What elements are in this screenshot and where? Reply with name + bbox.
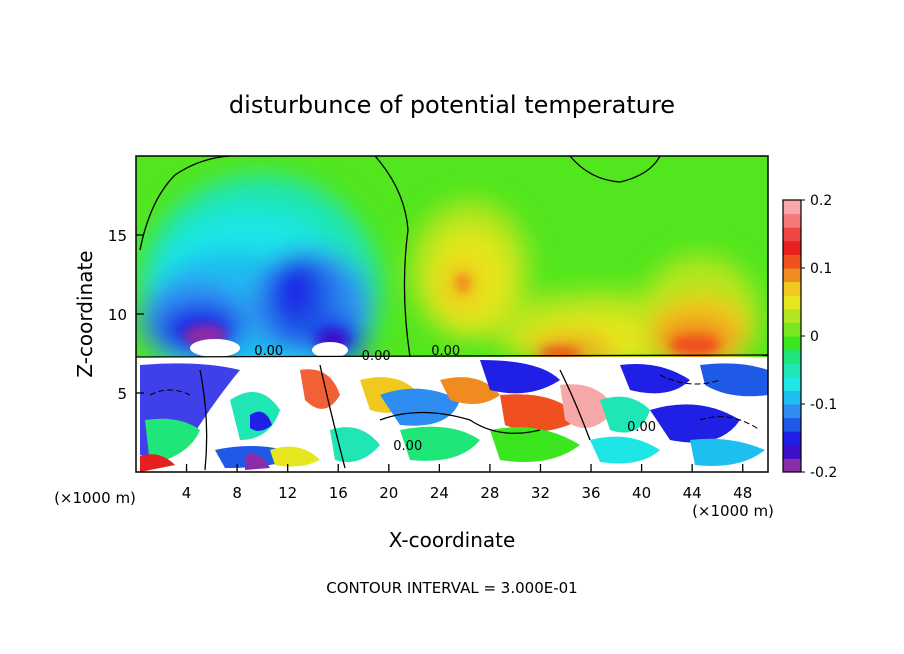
upper-field-cores [183, 273, 720, 359]
colorbar-swatch [783, 240, 801, 255]
colorbar-tick-label: 0.2 [810, 193, 832, 209]
contour-lines [136, 156, 768, 471]
colorbar-tick-label: 0 [810, 329, 819, 345]
chart-title: disturbunce of potential temperature [229, 91, 675, 119]
colorbar-swatch [783, 458, 801, 473]
contour [149, 389, 191, 396]
x-tick-label: 16 [329, 484, 348, 502]
colorbar-swatch [783, 349, 801, 364]
colorbar-swatch [783, 281, 801, 296]
x-tick-label: 32 [531, 484, 550, 502]
colorbar-swatch [783, 444, 801, 459]
zero-contour [139, 156, 231, 251]
colorbar-swatch [783, 213, 801, 228]
y-axis-title: Z-coordinate [73, 250, 97, 377]
colorbar-swatch [783, 431, 801, 446]
contour-labels: 0.00 0.00 0.00 0.00 0.00 [254, 344, 656, 454]
colorbar-swatch [783, 417, 801, 432]
contour [699, 416, 761, 431]
colorbar-tick-label: 0.1 [810, 261, 832, 277]
contour-label: 0.00 [362, 349, 391, 364]
colorbar-tick-label: -0.1 [810, 397, 837, 413]
saturated-blob [190, 339, 240, 357]
x-tick-label: 20 [379, 484, 398, 502]
contour [659, 374, 721, 385]
negative-contours [149, 374, 761, 431]
y-axis: 5 10 15 [108, 227, 144, 403]
zero-contour [569, 156, 661, 183]
x-unit-label: (×1000 m) [692, 502, 774, 520]
colorbar-swatch [783, 336, 801, 351]
colorbar-swatch [783, 200, 801, 215]
colorbar-swatch [783, 254, 801, 269]
colorbar-swatch [783, 376, 801, 391]
contour [379, 411, 541, 434]
colorbar-tick-label: -0.2 [810, 465, 837, 481]
contour [319, 364, 346, 469]
colorbar-swatch [783, 227, 801, 242]
colorbar-swatch [783, 322, 801, 337]
x-tick-label: 40 [632, 484, 651, 502]
plot-area: 0.00 0.00 0.00 0.00 0.00 [136, 156, 768, 472]
contour-label: 0.00 [393, 439, 422, 454]
contour-label: 0.00 [431, 344, 460, 359]
contour [559, 369, 591, 441]
x-tick-label: 36 [581, 484, 600, 502]
colorbar-swatch [783, 268, 801, 283]
lower-turbulence [140, 360, 768, 472]
colorbar-swatch [783, 390, 801, 405]
colorbar-swatch [783, 363, 801, 378]
x-axis: 4 8 12 16 20 24 28 32 36 40 44 48 [182, 464, 752, 502]
colorbar-ticks: 0.2 0.1 0 -0.1 -0.2 [801, 193, 837, 481]
colorbar-swatch [783, 308, 801, 323]
y-tick-label: 5 [117, 385, 127, 403]
x-tick-label: 12 [278, 484, 297, 502]
y-tick-label: 15 [108, 227, 127, 245]
saturated-blob [312, 342, 348, 358]
x-tick-label: 4 [182, 484, 192, 502]
colorbar-swatch [783, 404, 801, 419]
x-tick-label: 28 [480, 484, 499, 502]
y-tick-label: 10 [108, 306, 127, 324]
contour-label: 0.00 [254, 344, 283, 359]
x-tick-label: 48 [733, 484, 752, 502]
colorbar [782, 199, 802, 473]
contour-interval-note: CONTOUR INTERVAL = 3.000E-01 [326, 579, 577, 597]
x-tick-label: 8 [232, 484, 242, 502]
colorbar-swatch [783, 295, 801, 310]
x-axis-title: X-coordinate [389, 528, 516, 552]
x-tick-label: 24 [430, 484, 449, 502]
zero-contour [136, 354, 768, 358]
y-unit-label: (×1000 m) [54, 489, 136, 507]
contour-label: 0.00 [627, 420, 656, 435]
zero-contour [374, 156, 411, 358]
contour [199, 369, 208, 471]
x-tick-label: 44 [683, 484, 702, 502]
